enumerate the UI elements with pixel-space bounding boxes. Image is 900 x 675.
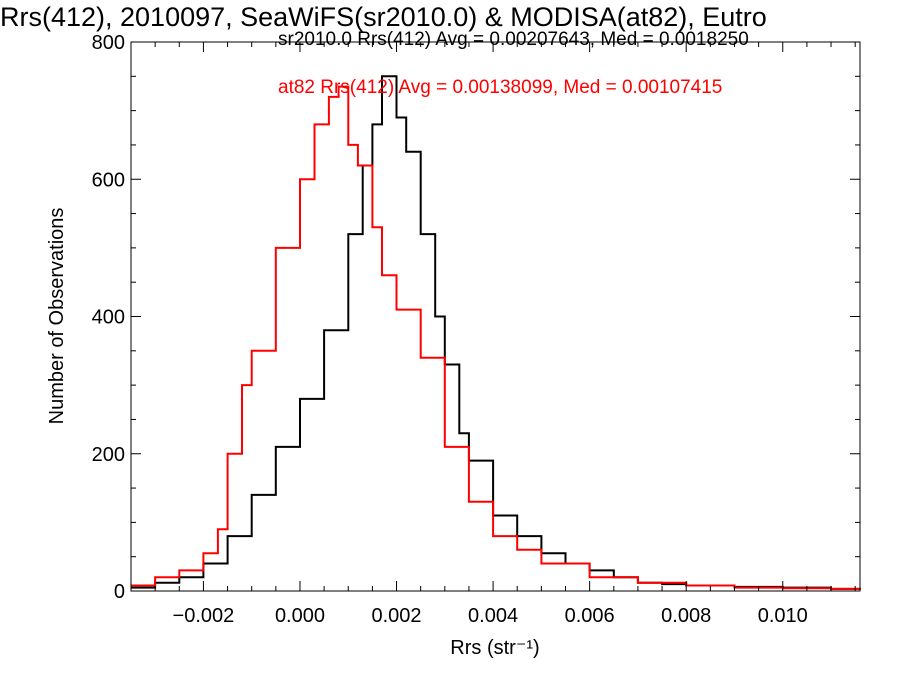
chart-title: Rrs(412), 2010097, SeaWiFS(sr2010.0) & M… [0, 2, 767, 32]
series-line-1 [131, 85, 861, 590]
x-tick-label: −0.002 [173, 605, 235, 627]
legend-entry-black: sr2010.0 Rrs(412) Avg = 0.00207643, Med … [278, 29, 749, 50]
y-tick-label: 600 [92, 169, 125, 191]
y-tick-label: 400 [92, 307, 125, 329]
y-tick-label: 0 [114, 581, 125, 603]
x-axis-label: Rrs (str⁻¹) [450, 637, 539, 659]
y-axis-label: Number of Observations [46, 208, 68, 425]
x-tick-label: 0.000 [275, 605, 325, 627]
ticks-layer: −0.002 0.000 0.002 0.004 0.006 0.008 0.010 0 200… [92, 32, 860, 627]
series-layer [131, 75, 861, 590]
x-tick-label: 0.004 [468, 605, 518, 627]
y-tick-label: 200 [92, 444, 125, 466]
x-tick-label: 0.006 [565, 605, 615, 627]
legend-entry-red: at82 Rrs(412) Avg = 0.00138099, Med = 0.… [278, 77, 723, 98]
x-tick-label: 0.002 [371, 605, 421, 627]
series-line-0 [131, 75, 861, 590]
y-tick-label: 800 [92, 32, 125, 54]
x-tick-label: 0.010 [758, 605, 808, 627]
plot-frame [130, 41, 861, 592]
x-tick-label: 0.008 [661, 605, 711, 627]
